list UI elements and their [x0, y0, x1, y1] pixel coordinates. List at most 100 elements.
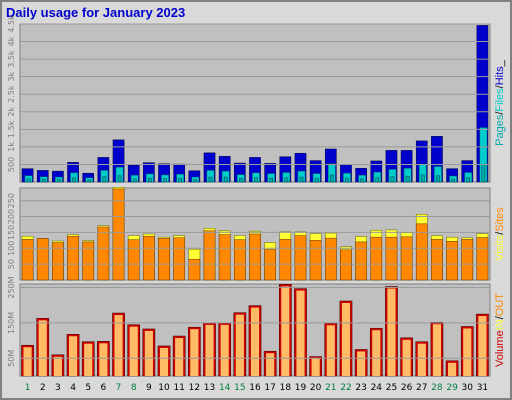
day-label: 13 — [204, 383, 215, 393]
day-label: 21 — [325, 383, 336, 393]
bar-pages — [269, 177, 273, 183]
bar-pages — [223, 176, 228, 183]
bar-volume-inner — [296, 290, 305, 376]
bar-volume-inner — [387, 288, 396, 376]
bar-pages — [148, 177, 152, 183]
day-label: 28 — [431, 383, 443, 393]
bar-pages — [375, 177, 380, 183]
bar-volume-inner — [38, 320, 47, 376]
bar-volume-inner — [357, 351, 366, 376]
day-label: 18 — [280, 383, 292, 393]
bar-sites — [234, 239, 246, 281]
bar-sites — [188, 259, 201, 281]
bar-pages — [345, 177, 349, 183]
bar-sites — [385, 236, 398, 281]
bar-pages — [102, 176, 107, 183]
bar-volume-inner — [23, 347, 32, 376]
day-label: 3 — [55, 383, 61, 393]
bar-volume-inner — [417, 343, 426, 376]
bar-volume-inner — [53, 356, 62, 376]
bar-sites — [294, 235, 307, 281]
legend-visits-sites: Visits/Sites — [494, 207, 506, 261]
bar-pages — [481, 164, 486, 183]
y-tick-label: 1.5k — [7, 120, 16, 138]
bar-volume-inner — [84, 343, 93, 376]
bar-sites — [36, 238, 49, 281]
bar-volume-inner — [159, 347, 169, 376]
bar-pages — [163, 178, 167, 183]
bar-sites — [218, 234, 231, 281]
bar-sites — [431, 239, 443, 281]
bar-volume-inner — [266, 353, 275, 376]
day-label: 24 — [371, 383, 383, 393]
bar-volume-inner — [311, 358, 320, 376]
bar-volume-inner — [250, 307, 260, 376]
y-tick-label: 250 — [7, 193, 16, 208]
day-label: 4 — [70, 383, 76, 393]
day-label: 27 — [416, 383, 427, 393]
bar-sites — [173, 237, 186, 281]
bar-volume-inner — [144, 330, 153, 376]
bar-sites — [203, 230, 216, 281]
day-label: 31 — [477, 383, 488, 393]
bar-sites — [446, 241, 458, 281]
bar-sites — [461, 239, 474, 281]
day-label: 14 — [219, 383, 231, 393]
bar-pages — [390, 176, 395, 183]
bar-pages — [26, 178, 31, 183]
day-label: 8 — [131, 383, 137, 393]
bar-pages — [360, 178, 364, 183]
bar-sites — [324, 237, 337, 281]
bar-sites — [340, 249, 352, 281]
bar-pages — [284, 177, 289, 183]
day-label: 23 — [355, 383, 366, 393]
bar-volume-inner — [235, 314, 244, 376]
day-label: 10 — [158, 383, 170, 393]
day-label: 19 — [295, 383, 307, 393]
bar-volume-inner — [175, 338, 184, 376]
bar-volume-inner — [68, 336, 78, 376]
day-label: 22 — [340, 383, 351, 393]
bar-volume-inner — [372, 330, 381, 376]
day-label: 9 — [146, 383, 152, 393]
bar-volume-inner — [432, 324, 442, 376]
bar-pages — [314, 177, 319, 183]
legend-pages-files-hits: Pages/Files/Hits_ — [494, 59, 506, 146]
y-tick-label: 2.5k — [7, 85, 16, 103]
bar-pages — [57, 179, 61, 183]
day-label: 30 — [462, 383, 474, 393]
bar-sites — [279, 239, 292, 281]
bar-volume-inner — [99, 343, 108, 376]
bar-sites — [158, 238, 170, 281]
bar-volume-inner — [114, 315, 123, 376]
bar-sites — [52, 242, 64, 281]
y-tick-label: 150 — [7, 225, 16, 240]
bar-sites — [249, 233, 261, 281]
bar-sites — [355, 241, 367, 281]
day-label: 15 — [234, 383, 245, 393]
day-label: 25 — [386, 383, 397, 393]
bar-volume-inner — [326, 325, 335, 376]
bar-volume-inner — [190, 329, 199, 376]
bar-pages — [41, 178, 46, 183]
day-label: 29 — [446, 383, 458, 393]
bar-volume-inner — [281, 286, 290, 376]
bar-pages — [466, 177, 471, 183]
bar-pages — [420, 174, 425, 183]
y-tick-label: 3.5k — [7, 50, 16, 68]
bar-pages — [193, 179, 198, 183]
bar-pages — [405, 176, 410, 183]
bar-sites — [370, 236, 383, 281]
bar-pages — [117, 175, 122, 183]
y-tick-label: 150M — [7, 312, 16, 334]
bar-volume-inner — [205, 324, 214, 376]
y-tick-label: 500 — [7, 157, 16, 172]
bar-pages — [72, 177, 76, 183]
bar-pages — [451, 178, 455, 183]
chart-title: Daily usage for January 2023 — [6, 5, 186, 20]
day-label: 16 — [249, 383, 261, 393]
day-label: 20 — [310, 383, 322, 393]
y-tick-label: 50 — [7, 259, 16, 269]
bar-volume-inner — [448, 362, 457, 376]
bar-pages — [87, 179, 92, 183]
